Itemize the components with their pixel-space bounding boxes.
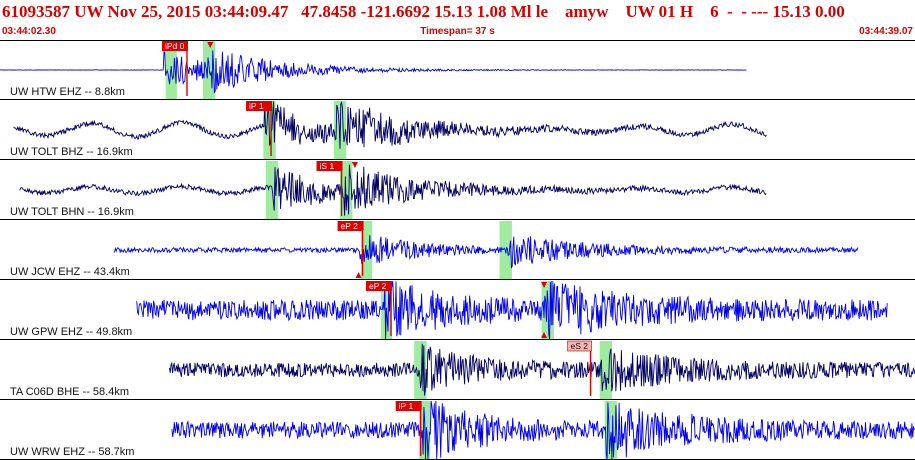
polarity-flag bbox=[541, 332, 548, 338]
polarity-flag bbox=[541, 282, 548, 288]
waveform bbox=[13, 100, 767, 149]
waveform bbox=[171, 400, 915, 460]
trace-label: UW GPW EHZ -- 49.8km bbox=[10, 326, 132, 338]
trace-row[interactable]: iP 1 UW WRW EHZ -- 58.7km bbox=[0, 400, 915, 460]
event-title: 61093587 UW Nov 25, 2015 03:44:09.47 47.… bbox=[2, 2, 845, 21]
waveform bbox=[19, 164, 767, 216]
pick-marker-box[interactable] bbox=[395, 401, 422, 411]
pick-marker-box[interactable] bbox=[337, 221, 364, 231]
start-time: 03:44:02.30 bbox=[2, 26, 56, 37]
polarity-flag bbox=[355, 272, 362, 278]
trace-label: TA C06D BHE -- 58.4km bbox=[10, 386, 129, 398]
time-ruler: 03:44:02.30 Timespan= 37 s 03:44:39.07 bbox=[0, 26, 915, 40]
trace-row[interactable]: eP 2 UW JCW EHZ -- 43.4km bbox=[0, 221, 915, 280]
pick-marker-label: eS 2 bbox=[571, 341, 589, 351]
phase-window-highlight bbox=[499, 221, 512, 279]
waveform bbox=[0, 50, 747, 94]
waveform bbox=[113, 235, 859, 269]
polarity-flag bbox=[207, 42, 214, 48]
pick-marker-label: iS 1 bbox=[320, 161, 335, 171]
trace-row[interactable]: iS 1 UW TOLT BHN -- 16.9km bbox=[0, 161, 915, 220]
pick-marker-label: iPd 0 bbox=[165, 41, 185, 51]
pick-marker-box[interactable] bbox=[161, 41, 188, 51]
pick-marker-box[interactable] bbox=[366, 281, 392, 291]
end-time: 03:44:39.07 bbox=[859, 26, 913, 37]
trace-label: UW TOLT BHZ -- 16.9km bbox=[10, 146, 133, 158]
trace-label: UW TOLT BHN -- 16.9km bbox=[10, 206, 134, 218]
timespan-label: Timespan= 37 s bbox=[420, 26, 495, 37]
trace-label: UW WRW EHZ -- 58.7km bbox=[10, 446, 134, 458]
pick-marker-label: iP 1 bbox=[249, 101, 264, 111]
event-header: 61093587 UW Nov 25, 2015 03:44:09.47 47.… bbox=[0, 0, 915, 26]
phase-window-highlight bbox=[361, 221, 373, 279]
waveform-panel[interactable]: iPd 0 UW HTW EHZ -- 8.8km iP 1 UW TOLT BHZ … bbox=[0, 40, 915, 460]
trace-row[interactable]: eS 2 TA C06D BHE -- 58.4km bbox=[0, 340, 915, 400]
pick-marker-label: iP 1 bbox=[399, 401, 414, 411]
trace-row[interactable]: iP 1 UW TOLT BHZ -- 16.9km bbox=[0, 100, 915, 160]
pick-marker-box[interactable] bbox=[316, 161, 343, 171]
trace-label: UW JCW EHZ -- 43.4km bbox=[10, 266, 130, 278]
pick-marker-label: eP 2 bbox=[341, 221, 359, 231]
trace-label: UW HTW EHZ -- 8.8km bbox=[10, 86, 125, 98]
trace-row[interactable]: eP 2 UW GPW EHZ -- 49.8km bbox=[0, 280, 915, 340]
pick-marker-box[interactable] bbox=[246, 101, 273, 111]
pick-marker-box[interactable] bbox=[567, 340, 592, 352]
pick-marker-label: eP 2 bbox=[369, 281, 387, 291]
waveform bbox=[135, 280, 888, 340]
trace-row[interactable]: iPd 0 UW HTW EHZ -- 8.8km bbox=[0, 41, 915, 100]
polarity-flag bbox=[351, 162, 358, 168]
waveform bbox=[168, 343, 915, 396]
